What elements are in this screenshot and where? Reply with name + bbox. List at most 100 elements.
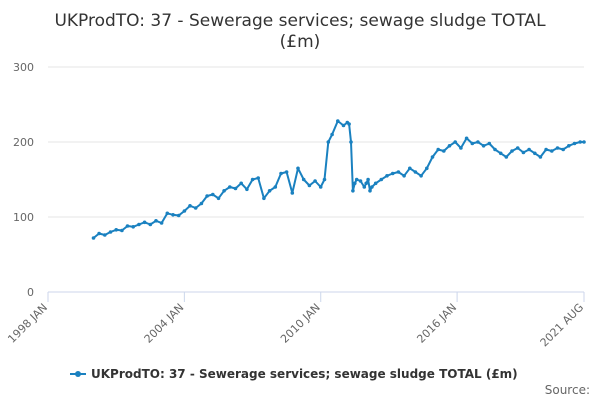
data-point[interactable] [373, 181, 378, 186]
data-point[interactable] [239, 181, 243, 186]
data-point[interactable] [199, 201, 204, 206]
data-point[interactable] [521, 150, 526, 155]
data-point[interactable] [91, 236, 96, 240]
data-point[interactable] [533, 151, 537, 156]
data-point[interactable] [336, 119, 340, 123]
legend[interactable]: UKProdTO: 37 - Sewerage services; sewage… [70, 367, 518, 381]
data-point[interactable] [510, 149, 514, 153]
data-point[interactable] [459, 146, 463, 150]
data-point[interactable] [137, 222, 141, 227]
data-point[interactable] [419, 174, 423, 178]
data-point[interactable] [436, 147, 441, 152]
data-point[interactable] [515, 146, 520, 150]
data-point[interactable] [188, 204, 192, 208]
data-point[interactable] [572, 141, 577, 146]
data-point[interactable] [108, 230, 113, 234]
x-tick-label: 2004 JAN [142, 301, 187, 346]
data-point[interactable] [353, 181, 357, 186]
data-point[interactable] [262, 196, 266, 201]
data-point[interactable] [131, 225, 135, 229]
data-point[interactable] [550, 149, 554, 153]
data-point[interactable] [349, 140, 353, 144]
data-point[interactable] [273, 185, 278, 189]
data-point[interactable] [538, 155, 543, 159]
data-point[interactable] [527, 147, 531, 152]
data-point[interactable] [362, 185, 367, 189]
data-point[interactable] [326, 140, 331, 144]
data-point[interactable] [250, 177, 255, 182]
data-point[interactable] [481, 144, 486, 148]
data-point[interactable] [97, 231, 101, 236]
data-point[interactable] [366, 177, 370, 182]
data-point[interactable] [430, 155, 435, 159]
data-point[interactable] [222, 189, 226, 193]
data-point[interactable] [390, 171, 395, 176]
data-point[interactable] [498, 151, 503, 156]
data-point[interactable] [125, 224, 130, 228]
data-point[interactable] [396, 170, 401, 174]
data-point[interactable] [561, 147, 565, 152]
data-point[interactable] [493, 147, 497, 152]
data-point[interactable] [379, 177, 384, 182]
data-point[interactable] [358, 179, 363, 183]
data-point[interactable] [103, 233, 107, 237]
data-point[interactable] [408, 166, 412, 171]
data-point[interactable] [322, 177, 327, 182]
data-point[interactable] [368, 189, 372, 193]
data-point[interactable] [165, 211, 170, 216]
data-point[interactable] [370, 185, 374, 189]
x-tick-label: 1998 JAN [5, 301, 50, 346]
data-point[interactable] [216, 196, 221, 201]
data-point[interactable] [159, 221, 164, 225]
data-point[interactable] [402, 174, 406, 178]
data-point[interactable] [555, 146, 560, 150]
data-point[interactable] [487, 141, 492, 146]
data-point[interactable] [385, 174, 389, 178]
data-point[interactable] [307, 183, 312, 188]
data-point[interactable] [470, 141, 475, 146]
data-point[interactable] [330, 132, 334, 137]
data-point[interactable] [142, 220, 147, 225]
legend-label[interactable]: UKProdTO: 37 - Sewerage services; sewage… [91, 367, 518, 381]
data-point[interactable] [176, 213, 181, 218]
data-point[interactable] [351, 189, 355, 193]
data-point[interactable] [318, 185, 323, 189]
data-point[interactable] [347, 122, 351, 126]
data-point[interactable] [504, 155, 509, 159]
data-point[interactable] [290, 191, 295, 195]
data-point[interactable] [284, 170, 289, 174]
data-point[interactable] [413, 170, 418, 174]
data-point[interactable] [447, 144, 452, 148]
data-point[interactable] [182, 209, 187, 213]
data-point[interactable] [296, 166, 300, 171]
data-point[interactable] [582, 140, 586, 144]
data-point[interactable] [228, 185, 232, 189]
data-point[interactable] [245, 187, 249, 192]
data-point[interactable] [567, 144, 571, 148]
data-point[interactable] [279, 171, 283, 176]
data-point[interactable] [256, 176, 261, 180]
data-point[interactable] [233, 186, 238, 191]
data-point[interactable] [301, 177, 306, 182]
data-point[interactable] [267, 189, 272, 193]
data-point[interactable] [341, 123, 346, 128]
data-point[interactable] [193, 206, 198, 210]
data-point[interactable] [453, 140, 458, 144]
data-point[interactable] [211, 192, 215, 197]
data-point[interactable] [476, 140, 480, 144]
data-point[interactable] [171, 213, 175, 217]
data-point[interactable] [364, 181, 369, 186]
data-point[interactable] [544, 147, 548, 152]
data-point[interactable] [313, 179, 317, 183]
data-point[interactable] [578, 140, 582, 144]
data-point[interactable] [464, 136, 469, 141]
data-point[interactable] [114, 228, 118, 232]
data-point[interactable] [148, 222, 153, 227]
credits-source[interactable]: Source: [545, 383, 590, 397]
data-point[interactable] [442, 149, 446, 153]
data-point[interactable] [425, 166, 429, 171]
data-point[interactable] [354, 177, 359, 182]
data-point[interactable] [205, 194, 209, 198]
data-point[interactable] [120, 228, 124, 233]
data-point[interactable] [154, 219, 158, 223]
